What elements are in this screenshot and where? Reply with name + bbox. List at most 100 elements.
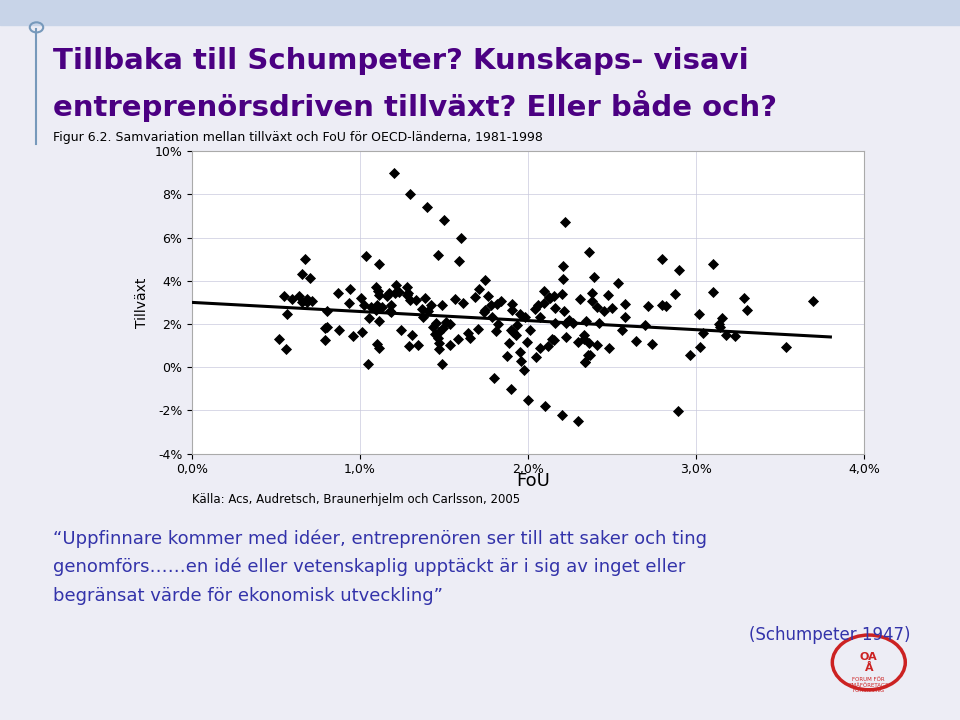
Point [580, 349, 595, 361]
Point [432, 326, 447, 338]
Point [516, 364, 531, 376]
Point [691, 309, 707, 320]
Point [354, 327, 370, 338]
Point [320, 305, 335, 317]
Point [456, 297, 471, 309]
Point [736, 292, 752, 303]
Point [487, 372, 502, 384]
Point [705, 258, 720, 269]
Point [285, 293, 300, 305]
Point [519, 336, 535, 348]
Point [541, 292, 557, 303]
Point [393, 324, 408, 336]
Point [295, 269, 310, 280]
Point [392, 286, 407, 297]
Point [683, 348, 698, 360]
Point [317, 322, 332, 333]
Point [364, 302, 379, 313]
Point [276, 291, 292, 302]
Point [555, 289, 570, 300]
Point [712, 321, 728, 333]
Point [658, 300, 673, 312]
Text: FORUM FÖR
SMÅFÖRETAGS
FORSKNING: FORUM FÖR SMÅFÖRETAGS FORSKNING [849, 677, 889, 693]
Point [453, 232, 468, 243]
Point [374, 301, 390, 312]
Point [640, 301, 656, 312]
Point [617, 298, 633, 310]
Point [341, 297, 356, 309]
Point [505, 298, 520, 310]
Point [559, 318, 574, 329]
Point [320, 321, 335, 333]
Point [477, 274, 492, 286]
Point [597, 305, 612, 317]
Point [512, 346, 527, 358]
Point [489, 325, 504, 336]
Point [547, 302, 563, 313]
Point [604, 302, 619, 314]
Point [272, 333, 287, 345]
Point [542, 292, 558, 304]
Text: begränsat värde för ekonomisk utveckling”: begränsat värde för ekonomisk utveckling… [53, 587, 443, 605]
Point [372, 342, 387, 354]
Text: (Schumpeter 1947): (Schumpeter 1947) [749, 626, 910, 644]
Point [436, 215, 451, 226]
Point [383, 300, 398, 311]
Point [436, 322, 451, 333]
Point [428, 329, 444, 341]
Point [399, 281, 415, 292]
Point [372, 315, 387, 326]
Point [578, 315, 593, 327]
Point [558, 216, 573, 228]
Point [501, 337, 516, 348]
Point [388, 279, 403, 291]
Point [577, 356, 592, 368]
Point [555, 261, 570, 272]
Point [617, 311, 633, 323]
Point [478, 305, 493, 316]
Point [359, 250, 374, 261]
Point [556, 274, 571, 285]
Point [576, 329, 591, 341]
Point [279, 308, 295, 320]
Point [556, 305, 571, 317]
Point [536, 285, 551, 297]
Point [480, 289, 495, 301]
Y-axis label: Tillväxt: Tillväxt [134, 277, 149, 328]
Point [671, 264, 686, 276]
Point [670, 405, 685, 417]
Point [356, 300, 372, 311]
Point [471, 283, 487, 294]
Point [582, 246, 597, 258]
Point [414, 304, 429, 315]
Text: genomförs……en idé eller vetenskaplig upptäckt är i sig av inget eller: genomförs……en idé eller vetenskaplig upp… [53, 558, 685, 577]
Point [711, 318, 727, 330]
Point [581, 338, 596, 349]
Point [361, 312, 376, 324]
Point [540, 341, 556, 352]
Point [330, 287, 346, 299]
Point [451, 255, 467, 266]
Point [582, 349, 597, 361]
Point [578, 356, 593, 368]
Point [372, 258, 387, 269]
Point [462, 333, 477, 344]
Point [533, 311, 548, 323]
Point [401, 340, 417, 351]
Point [547, 318, 563, 329]
Point [503, 383, 518, 395]
Point [493, 295, 509, 307]
Point [527, 303, 542, 315]
Point [300, 294, 315, 305]
Point [654, 299, 669, 310]
Point [570, 415, 586, 427]
Point [318, 334, 333, 346]
Point [383, 307, 398, 318]
Text: entreprenörsdriven tillväxt? Eller både och?: entreprenörsdriven tillväxt? Eller både … [53, 90, 777, 122]
Point [379, 290, 395, 302]
Point [415, 312, 430, 323]
Point [425, 321, 441, 333]
Point [418, 292, 433, 304]
Point [585, 287, 600, 299]
Point [570, 336, 586, 348]
